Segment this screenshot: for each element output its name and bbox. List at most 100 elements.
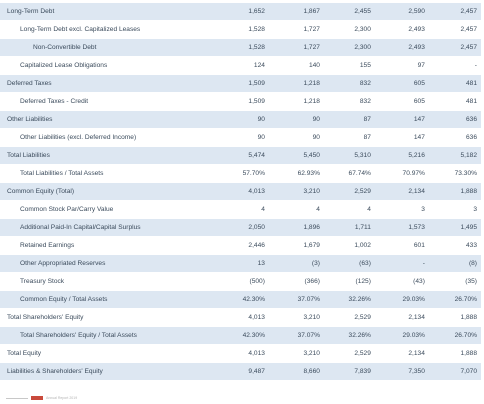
- row-label: Liabilities & Shareholders' Equity: [0, 362, 221, 381]
- footer-text: Annual Report 2019: [46, 396, 78, 400]
- row-value: 2,455: [319, 3, 371, 21]
- row-value: (8): [424, 254, 481, 273]
- row-value: 636: [424, 128, 481, 147]
- row-value: 7,070: [424, 362, 481, 381]
- row-value: 57.70%: [220, 164, 265, 183]
- row-value: 2,493: [370, 20, 425, 39]
- row-value: 2,529: [319, 182, 371, 201]
- row-value: 7,839: [319, 362, 371, 381]
- row-value: (500): [220, 272, 265, 291]
- row-value: 37.07%: [264, 290, 320, 309]
- table-row: Deferred Taxes - Credit 1,509 1,218 832 605 4…: [0, 92, 481, 111]
- row-value: 1,495: [424, 218, 481, 237]
- row-label: Retained Earnings: [0, 236, 221, 255]
- row-value: 2,134: [370, 344, 425, 363]
- table-row: Other Liabilities 90 90 87 147 636: [0, 110, 481, 129]
- row-value: 4,013: [220, 182, 265, 201]
- row-value: 1,573: [370, 218, 425, 237]
- row-value: 2,300: [319, 20, 371, 39]
- row-label: Total Liabilities / Total Assets: [0, 164, 221, 183]
- row-value: 1,002: [319, 236, 371, 255]
- row-value: (3): [264, 254, 320, 273]
- company-logo: [31, 396, 43, 400]
- table-row: Liabilities & Shareholders' Equity 9,487 8…: [0, 362, 481, 381]
- row-value: 90: [220, 110, 265, 129]
- table-row: Common Equity / Total Assets 42.30% 37.07%…: [0, 290, 481, 309]
- row-value: 5,310: [319, 146, 371, 165]
- row-value: 42.30%: [220, 290, 265, 309]
- table-row: Common Stock Par/Carry Value 4 4 4 3 3: [0, 200, 481, 219]
- row-value: 605: [370, 92, 425, 111]
- row-value: 2,134: [370, 308, 425, 327]
- row-value: 70.97%: [370, 164, 425, 183]
- table-row: Total Shareholders' Equity / Total Asset…: [0, 326, 481, 345]
- row-value: 67.74%: [319, 164, 371, 183]
- row-value: 5,474: [220, 146, 265, 165]
- footer-rule: [6, 397, 28, 399]
- row-value: 433: [424, 236, 481, 255]
- row-label: Deferred Taxes: [0, 74, 221, 93]
- row-value: 32.26%: [319, 290, 371, 309]
- row-value: 5,450: [264, 146, 320, 165]
- row-value: 1,509: [220, 74, 265, 93]
- table-row: Retained Earnings 2,446 1,679 1,002 601 433: [0, 236, 481, 255]
- page-footer: Annual Report 2019: [6, 396, 77, 400]
- table-row: Non-Convertible Debt 1,528 1,727 2,300 2,493…: [0, 38, 481, 57]
- table-row: Capitalized Lease Obligations 124 140 155 97…: [0, 56, 481, 75]
- row-value: 124: [220, 56, 265, 75]
- row-value: 29.03%: [370, 326, 425, 345]
- row-value: 13: [220, 254, 265, 273]
- row-label: Other Appropriated Reserves: [0, 254, 221, 273]
- row-value: (63): [319, 254, 371, 273]
- row-value: 2,134: [370, 182, 425, 201]
- row-label: Total Equity: [0, 344, 221, 363]
- row-value: 32.26%: [319, 326, 371, 345]
- row-label: Total Liabilities: [0, 146, 221, 165]
- row-value: 5,216: [370, 146, 425, 165]
- row-value: 90: [220, 128, 265, 147]
- row-value: 481: [424, 92, 481, 111]
- row-value: 1,896: [264, 218, 320, 237]
- row-value: 90: [264, 110, 320, 129]
- row-label: Long-Term Debt excl. Capitalized Leases: [0, 20, 221, 39]
- financial-table: Long-Term Debt 1,652 1,867 2,455 2,590 2,457 L…: [0, 3, 481, 381]
- row-value: 2,590: [370, 3, 425, 21]
- row-value: 1,867: [264, 3, 320, 21]
- row-value: 5,182: [424, 146, 481, 165]
- row-label: Common Equity / Total Assets: [0, 290, 221, 309]
- row-value: 29.03%: [370, 290, 425, 309]
- row-value: 3,210: [264, 344, 320, 363]
- row-value: 481: [424, 74, 481, 93]
- row-label: Treasury Stock: [0, 272, 221, 291]
- row-value: 2,529: [319, 308, 371, 327]
- row-value: 9,487: [220, 362, 265, 381]
- row-value: (35): [424, 272, 481, 291]
- row-label: Non-Convertible Debt: [0, 38, 221, 57]
- row-value: 1,727: [264, 38, 320, 57]
- row-label: Long-Term Debt: [0, 3, 221, 21]
- row-value: 1,679: [264, 236, 320, 255]
- row-value: 147: [370, 128, 425, 147]
- row-value: -: [370, 254, 425, 273]
- row-value: 4: [264, 200, 320, 219]
- row-label: Total Shareholders' Equity: [0, 308, 221, 327]
- row-value: 1,528: [220, 38, 265, 57]
- row-value: 97: [370, 56, 425, 75]
- row-label: Common Equity (Total): [0, 182, 221, 201]
- table-row: Total Shareholders' Equity 4,013 3,210 2,52…: [0, 308, 481, 327]
- row-value: 26.70%: [424, 326, 481, 345]
- row-value: 1,727: [264, 20, 320, 39]
- row-value: 3: [424, 200, 481, 219]
- row-label: Total Shareholders' Equity / Total Asset…: [0, 326, 221, 345]
- row-value: 3: [370, 200, 425, 219]
- row-value: (125): [319, 272, 371, 291]
- row-value: 2,457: [424, 20, 481, 39]
- row-value: 1,652: [220, 3, 265, 21]
- table-row: Treasury Stock (500) (366) (125) (43) (35): [0, 272, 481, 291]
- row-value: 62.93%: [264, 164, 320, 183]
- row-value: 90: [264, 128, 320, 147]
- row-value: 155: [319, 56, 371, 75]
- row-value: 42.30%: [220, 326, 265, 345]
- row-value: 87: [319, 128, 371, 147]
